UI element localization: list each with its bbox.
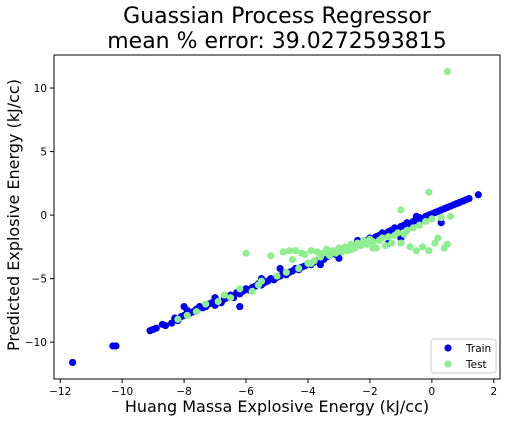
data-point [192, 308, 201, 316]
plot-frame [53, 54, 501, 380]
data-point [68, 358, 77, 367]
data-point [369, 238, 377, 246]
data-point [406, 243, 414, 251]
data-point [279, 248, 287, 256]
legend-label-test: Test [465, 359, 487, 371]
x-tick-label: −10 [111, 386, 133, 398]
y-tick-label: 0 [40, 210, 47, 222]
x-tick-label: 2 [490, 386, 497, 398]
y-axis-label: Predicted Explosive Energy (kJ/cc) [4, 79, 23, 351]
data-point [415, 221, 424, 229]
data-point [112, 342, 120, 350]
x-axis-label: Huang Massa Explosive Energy (kJ/cc) [125, 397, 429, 416]
legend-label-train: Train [465, 343, 491, 355]
data-point [425, 247, 433, 255]
data-point [288, 255, 297, 264]
x-tick-label: −6 [238, 386, 254, 398]
data-point [242, 249, 250, 257]
data-point [403, 226, 411, 234]
y-tick-label: 10 [34, 83, 47, 95]
data-point [307, 259, 315, 267]
x-tick-label: −12 [49, 386, 71, 398]
plot-area [53, 54, 501, 380]
data-point [161, 322, 170, 330]
data-point [443, 67, 451, 76]
data-point [474, 191, 482, 199]
data-point [248, 287, 256, 295]
data-point [236, 302, 244, 311]
data-point [381, 241, 389, 250]
data-point [307, 247, 315, 255]
data-point [418, 243, 427, 251]
data-point [437, 219, 445, 227]
data-point [443, 240, 451, 248]
data-point [465, 194, 473, 203]
y-tick-label: 5 [40, 147, 47, 159]
data-point [347, 245, 355, 253]
data-point [291, 247, 300, 255]
data-point [267, 252, 275, 260]
data-point [378, 234, 386, 242]
data-point [397, 206, 405, 214]
data-point [301, 250, 309, 259]
data-point [236, 285, 244, 293]
data-point [394, 229, 402, 237]
y-tick-label: −10 [25, 337, 47, 349]
y-tick-label: −5 [32, 274, 47, 286]
data-point [316, 261, 324, 269]
data-point [273, 272, 281, 280]
data-point [214, 297, 222, 306]
data-point [388, 239, 396, 247]
data-point [428, 215, 436, 223]
chart-title-line-1: Guassian Process Regressor [123, 4, 432, 29]
data-point [295, 264, 303, 273]
data-point [254, 281, 263, 289]
data-point [152, 324, 160, 332]
data-point [422, 217, 430, 226]
data-point [322, 245, 331, 253]
data-point [437, 214, 445, 222]
legend-marker-train [444, 344, 452, 352]
data-point [412, 212, 420, 220]
chart-title-line-2: mean % error: 39.0272593815 [107, 29, 447, 54]
x-tick-label: 0 [429, 386, 436, 398]
data-point [425, 188, 433, 196]
series-test [174, 67, 455, 323]
x-tick-label: −8 [176, 386, 191, 398]
x-tick-label: −2 [362, 386, 377, 398]
data-point [282, 268, 290, 276]
data-point [220, 291, 228, 299]
data-point [285, 247, 293, 255]
data-point [434, 234, 442, 242]
data-point [276, 264, 284, 273]
data-point [369, 244, 377, 252]
data-point [384, 233, 393, 241]
data-point [174, 315, 182, 323]
data-point [412, 247, 420, 255]
axis-ticks: −12 −10 −8 −6 −4 −2 0 2 −10 −5 0 5 10 [25, 83, 497, 398]
data-point [183, 311, 191, 320]
data-point [446, 212, 455, 220]
legend: Train Test [430, 338, 497, 374]
x-tick-label: −4 [300, 386, 316, 398]
data-point [397, 239, 405, 247]
data-point [409, 224, 417, 232]
legend-marker-test [444, 360, 452, 368]
data-point [226, 294, 235, 302]
data-point [202, 300, 210, 308]
